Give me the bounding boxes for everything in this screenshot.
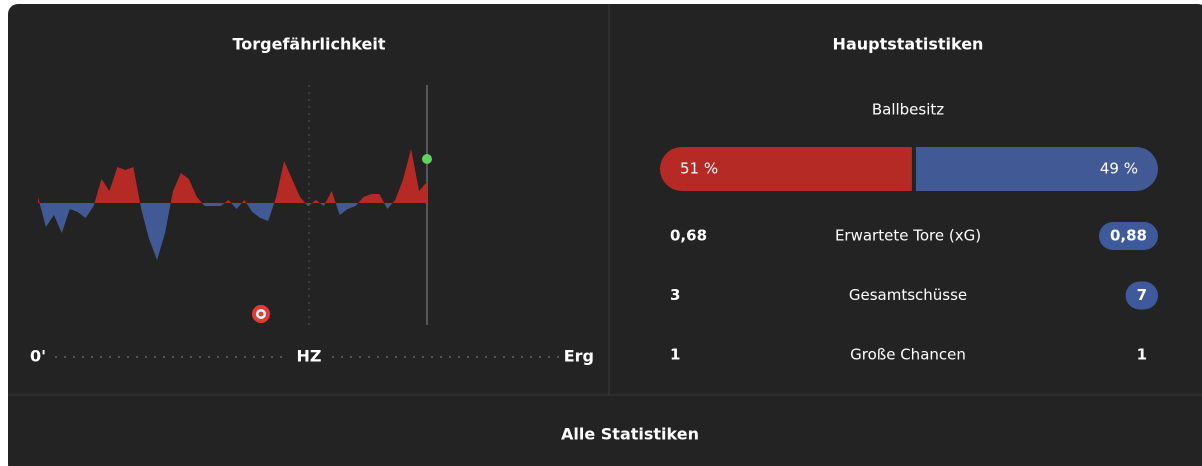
panel-title: Torgefährlichkeit bbox=[232, 35, 385, 54]
goal-icon bbox=[252, 305, 270, 323]
possession-value: 51 % bbox=[680, 160, 718, 178]
possession-segment bbox=[915, 147, 1158, 191]
away-value: 1 bbox=[1137, 346, 1147, 364]
stat-label: Ballbesitz bbox=[872, 101, 944, 119]
possession-segment bbox=[660, 147, 912, 191]
timeline-label: Erg bbox=[564, 347, 594, 366]
card bbox=[8, 4, 1202, 466]
away-value: 0,88 bbox=[1110, 227, 1147, 245]
timeline-label: HZ bbox=[297, 347, 322, 366]
possession-value: 49 % bbox=[1100, 160, 1138, 178]
momentum-area bbox=[38, 149, 427, 260]
home-value: 0,68 bbox=[670, 227, 707, 245]
timeline-label: 0' bbox=[30, 347, 46, 366]
all-stats-link[interactable]: Alle Statistiken bbox=[561, 425, 699, 444]
current-marker bbox=[422, 154, 432, 164]
stat-label: Große Chancen bbox=[850, 346, 966, 364]
home-value: 3 bbox=[670, 286, 680, 304]
panel-title: Hauptstatistiken bbox=[833, 35, 984, 54]
stat-label: Gesamtschüsse bbox=[849, 286, 967, 304]
highlight-pill bbox=[1098, 222, 1158, 250]
highlight-pill bbox=[1125, 281, 1158, 310]
possession-bar bbox=[660, 147, 1158, 191]
away-value: 7 bbox=[1137, 286, 1147, 304]
stat-label: Erwartete Tore (xG) bbox=[835, 227, 981, 245]
home-value: 1 bbox=[670, 346, 680, 364]
